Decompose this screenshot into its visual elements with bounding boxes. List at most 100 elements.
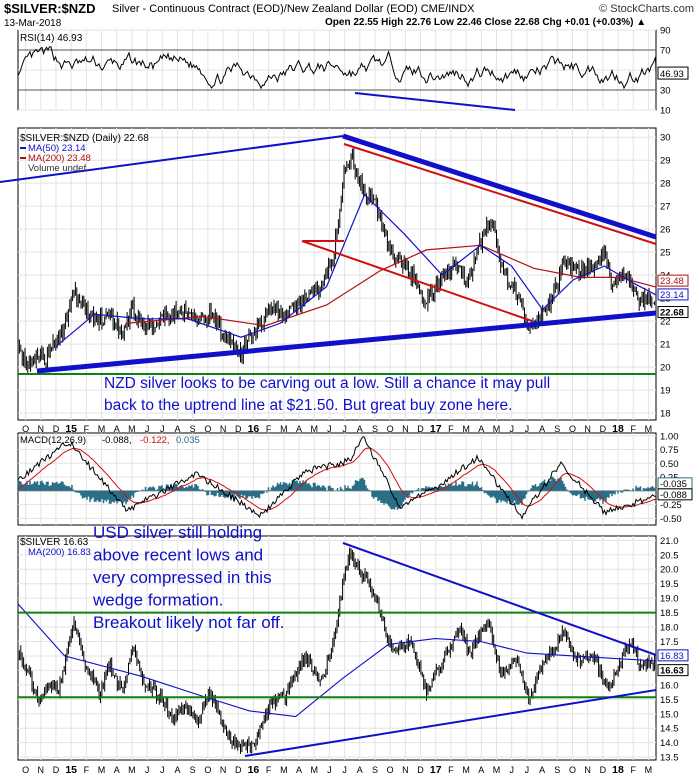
x-axis-label: J bbox=[509, 424, 514, 434]
macd-signal-line bbox=[17, 447, 656, 511]
x-axis-label: M bbox=[462, 424, 470, 434]
x-axis-label: 18 bbox=[612, 764, 624, 776]
ohlc-readout: Open 22.55 High 22.76 Low 22.46 Close 22… bbox=[325, 17, 647, 28]
uptrend-line-blue bbox=[36, 310, 657, 374]
main-ytick-label: 19 bbox=[660, 386, 671, 397]
x-axis-label: A bbox=[296, 424, 302, 434]
x-axis-label: M bbox=[462, 765, 470, 775]
main-value-tag-box bbox=[657, 288, 689, 301]
x-axis-label: 18 bbox=[612, 423, 624, 435]
macd-legend-signal: -0.122, bbox=[140, 435, 170, 446]
x-axis-label: D bbox=[417, 765, 424, 775]
macd-value-tag-box bbox=[657, 488, 693, 501]
main-ytick-label: 27 bbox=[660, 202, 671, 213]
x-axis-label: A bbox=[357, 765, 363, 775]
x-axis-label: A bbox=[114, 424, 120, 434]
usd-uptrend-line bbox=[244, 689, 657, 757]
chart-credit: © StockCharts.com bbox=[599, 3, 694, 15]
usd-value-tag-box bbox=[657, 664, 689, 677]
x-axis-label: F bbox=[266, 765, 272, 775]
macd-ytick-label: -0.25 bbox=[660, 500, 682, 511]
x-axis-label: D bbox=[417, 424, 424, 434]
x-axis-label: M bbox=[493, 424, 501, 434]
usd-ytick-label: 19.5 bbox=[660, 579, 679, 590]
main-annotation-line: NZD silver looks to be carving out a low… bbox=[104, 375, 550, 392]
chart-description: Silver - Continuous Contract (EOD)/New Z… bbox=[112, 3, 475, 15]
usd-ytick-label: 18.0 bbox=[660, 623, 679, 634]
x-axis-label: J bbox=[160, 424, 165, 434]
main-value-tag-box bbox=[657, 305, 689, 318]
x-axis-label: M bbox=[98, 765, 106, 775]
x-axis-label: 17 bbox=[430, 423, 442, 435]
usd-value-tag: 16.83 bbox=[660, 651, 684, 662]
macd-line bbox=[17, 436, 656, 521]
main-ytick-label: 20 bbox=[660, 363, 671, 374]
macd-ytick-label: 0.75 bbox=[660, 445, 679, 456]
main-ytick-label: 26 bbox=[660, 225, 671, 236]
x-axis-label: J bbox=[145, 424, 150, 434]
x-axis-label: M bbox=[280, 765, 288, 775]
x-axis-label: M bbox=[128, 424, 136, 434]
main-ytick-label: 22 bbox=[660, 317, 671, 328]
main-ytick-label: 25 bbox=[660, 248, 671, 259]
main-legend-volume: Volume undef bbox=[28, 163, 86, 174]
x-axis-label: F bbox=[84, 765, 90, 775]
x-axis-label: F bbox=[448, 765, 454, 775]
main-legend-title: $SILVER:$NZD (Daily) 22.68 bbox=[20, 133, 149, 144]
x-axis-label: J bbox=[525, 765, 530, 775]
x-axis-label: N bbox=[38, 765, 45, 775]
rsi-value-tag-box bbox=[657, 66, 689, 80]
usd-ytick-label: 20.0 bbox=[660, 565, 679, 576]
x-axis-label: S bbox=[372, 424, 378, 434]
channel-bottom-red bbox=[301, 240, 533, 322]
main-legend-ma200: MA(200) 23.48 bbox=[28, 153, 91, 164]
rsi-ytick-label: 90 bbox=[660, 26, 671, 37]
macd-ytick-label: 0.50 bbox=[660, 459, 679, 470]
x-axis-label: D bbox=[53, 424, 60, 434]
x-axis-label: M bbox=[310, 765, 318, 775]
x-axis-label: M bbox=[128, 765, 136, 775]
x-axis-label: 16 bbox=[248, 423, 260, 435]
main-value-tag: 22.68 bbox=[660, 307, 684, 318]
x-axis-label: O bbox=[22, 424, 29, 434]
x-axis-label: J bbox=[327, 765, 332, 775]
chart-date: 13-Mar-2018 bbox=[4, 18, 62, 29]
channel-top-red bbox=[343, 143, 657, 245]
main-value-tag: 23.48 bbox=[660, 276, 684, 287]
usd-ma200-line bbox=[17, 603, 657, 718]
rsi-ytick-label: 70 bbox=[660, 46, 671, 57]
rsi-legend: RSI(14) 46.93 bbox=[20, 33, 83, 44]
x-axis-label: 16 bbox=[248, 764, 260, 776]
x-axis-label: S bbox=[190, 765, 196, 775]
usd-ytick-label: 18.5 bbox=[660, 608, 679, 619]
usd-ytick-label: 15.5 bbox=[660, 695, 679, 706]
x-axis-label: N bbox=[584, 765, 591, 775]
usd-ytick-label: 14.5 bbox=[660, 724, 679, 735]
macd-value-tag: -0.088 bbox=[660, 490, 687, 501]
usd-ytick-label: 13.5 bbox=[660, 753, 679, 764]
x-axis-label: A bbox=[174, 765, 180, 775]
x-axis-label: M bbox=[98, 424, 106, 434]
x-axis-label: J bbox=[145, 765, 150, 775]
main-price-bars bbox=[17, 147, 657, 376]
rsi-value-tag: 46.93 bbox=[660, 69, 684, 80]
x-axis-label: A bbox=[478, 424, 484, 434]
x-axis-label: 15 bbox=[65, 423, 77, 435]
x-axis-label: J bbox=[525, 424, 530, 434]
x-axis-label: O bbox=[22, 765, 29, 775]
usd-price-bars bbox=[17, 547, 657, 754]
usd-annotation-line: very compressed in this bbox=[93, 568, 272, 587]
x-axis-label: F bbox=[84, 424, 90, 434]
main-ma200-line bbox=[125, 244, 657, 327]
rsi-line bbox=[17, 46, 657, 90]
x-axis-label: O bbox=[204, 424, 211, 434]
main-ytick-label: 30 bbox=[660, 133, 671, 144]
x-axis-label: F bbox=[630, 424, 636, 434]
x-axis-label: J bbox=[160, 765, 165, 775]
usd-legend-title: $SILVER 16.63 bbox=[20, 537, 89, 548]
usd-value-tag-box bbox=[657, 649, 689, 662]
x-axis-label: J bbox=[342, 765, 347, 775]
usd-ytick-label: 15.0 bbox=[660, 709, 679, 720]
x-axis-label: D bbox=[600, 424, 607, 434]
